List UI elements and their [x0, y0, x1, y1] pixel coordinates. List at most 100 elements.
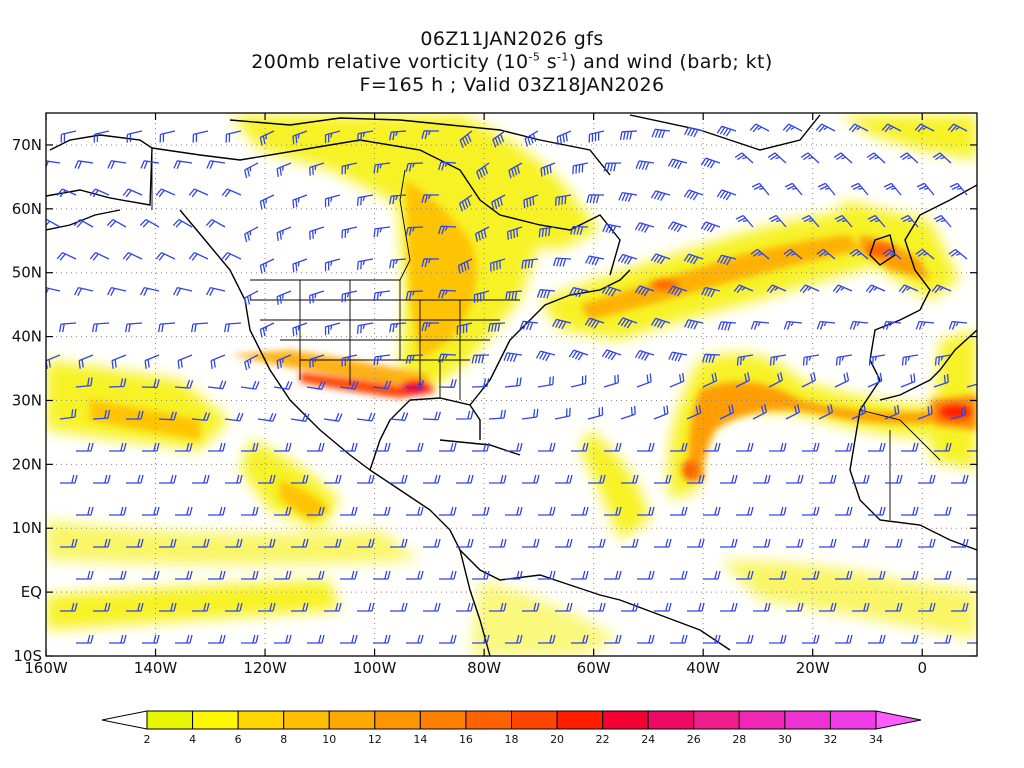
wind-barb [934, 354, 952, 366]
wind-barb [206, 286, 226, 296]
wind-barb [651, 128, 671, 139]
wind-barb [783, 248, 803, 260]
wind-barb [932, 152, 952, 164]
wind-barb [801, 214, 820, 228]
wind-barb [472, 442, 490, 452]
wind-barb [173, 160, 193, 170]
wind-barb [900, 214, 919, 228]
wind-barb [309, 290, 325, 304]
wind-barb [456, 322, 473, 335]
wind-barb [389, 130, 407, 141]
wind-barb [373, 354, 391, 366]
wind-barb [258, 474, 276, 484]
wind-barb [389, 412, 409, 422]
wind-barb [142, 506, 160, 516]
wind-barb [867, 372, 883, 388]
wind-barb [884, 404, 900, 420]
wind-barb [521, 258, 539, 269]
lon-label: 80W [467, 659, 501, 677]
wind-barb [603, 374, 620, 388]
colorbar-label: 24 [641, 733, 655, 746]
wind-barb [802, 506, 820, 516]
colorbar-label: 4 [189, 733, 196, 746]
wind-barb [91, 322, 110, 333]
wind-barb [802, 442, 820, 452]
wind-barb [849, 248, 869, 260]
wind-barb [173, 286, 193, 296]
wind-barb [274, 634, 292, 644]
wind-barb [735, 214, 754, 228]
lat-lon-grid [46, 113, 977, 656]
wind-barb [866, 152, 886, 164]
wind-barb [356, 130, 374, 142]
wind-barb [668, 351, 688, 362]
wind-barb [505, 290, 523, 301]
wind-barb [667, 221, 688, 233]
wind-barb [538, 442, 556, 452]
wind-barb [835, 442, 853, 452]
wind-barb [76, 506, 94, 516]
title-exp-2: -1 [557, 50, 569, 64]
title-line-2: 200mb relative vorticity (10-5 s-1) and … [0, 51, 1024, 74]
colorbar-swatch [511, 710, 558, 730]
wind-barb [292, 130, 308, 145]
wind-barb [126, 410, 144, 420]
wind-barb [817, 182, 836, 196]
wind-barb [523, 194, 539, 209]
colorbar-label: 12 [368, 733, 382, 746]
wind-barb [683, 253, 704, 265]
wind-barb [423, 602, 441, 612]
wind-barb [736, 634, 754, 644]
wind-barb [716, 254, 737, 266]
wind-barb [422, 411, 442, 421]
wind-barb [634, 222, 655, 233]
wind-barb [786, 538, 804, 548]
wind-barb [915, 320, 935, 330]
wind-barb [276, 354, 292, 369]
wind-barb [259, 322, 275, 338]
wind-barb [883, 182, 902, 196]
wind-barb [309, 354, 325, 368]
wind-barb [619, 130, 638, 141]
wind-barb [716, 189, 737, 201]
wind-barb [307, 442, 325, 452]
wind-barb [584, 317, 605, 329]
wind-barb [637, 570, 655, 580]
colorbar-label: 26 [687, 733, 701, 746]
wind-barb [489, 538, 507, 548]
wind-barb [177, 354, 193, 369]
wind-barb [835, 634, 853, 644]
wind-barb [489, 602, 507, 612]
wind-barb [373, 226, 391, 238]
wind-barb [188, 188, 209, 198]
wind-barb [456, 602, 474, 612]
wind-barb [899, 152, 919, 164]
lat-label: EQ [21, 583, 42, 601]
wind-barb [951, 474, 969, 484]
colorbar-low-arrow [101, 710, 148, 730]
wind-barb [258, 602, 276, 612]
wind-barb [73, 219, 94, 228]
wind-barb [324, 538, 342, 548]
wind-barb [571, 442, 589, 452]
wind-barb [439, 506, 457, 516]
wind-barb [405, 226, 424, 236]
wind-barb [749, 123, 770, 133]
wind-barb [867, 214, 886, 228]
wind-barb [423, 538, 441, 548]
wind-barb [291, 602, 309, 612]
wind-barb [670, 570, 688, 580]
wind-barb [60, 602, 78, 612]
wind-barb [948, 248, 968, 260]
wind-barb [205, 219, 226, 228]
wind-barb [503, 352, 523, 363]
wind-barb [225, 538, 243, 548]
wind-barb [456, 474, 474, 484]
wind-barb [307, 570, 325, 580]
wind-barb [140, 160, 160, 170]
wind-barb [868, 506, 886, 516]
colorbar-label: 34 [869, 733, 883, 746]
wind-barb [949, 182, 968, 196]
wind-barb [654, 538, 672, 548]
colorbar-swatch [693, 710, 740, 730]
